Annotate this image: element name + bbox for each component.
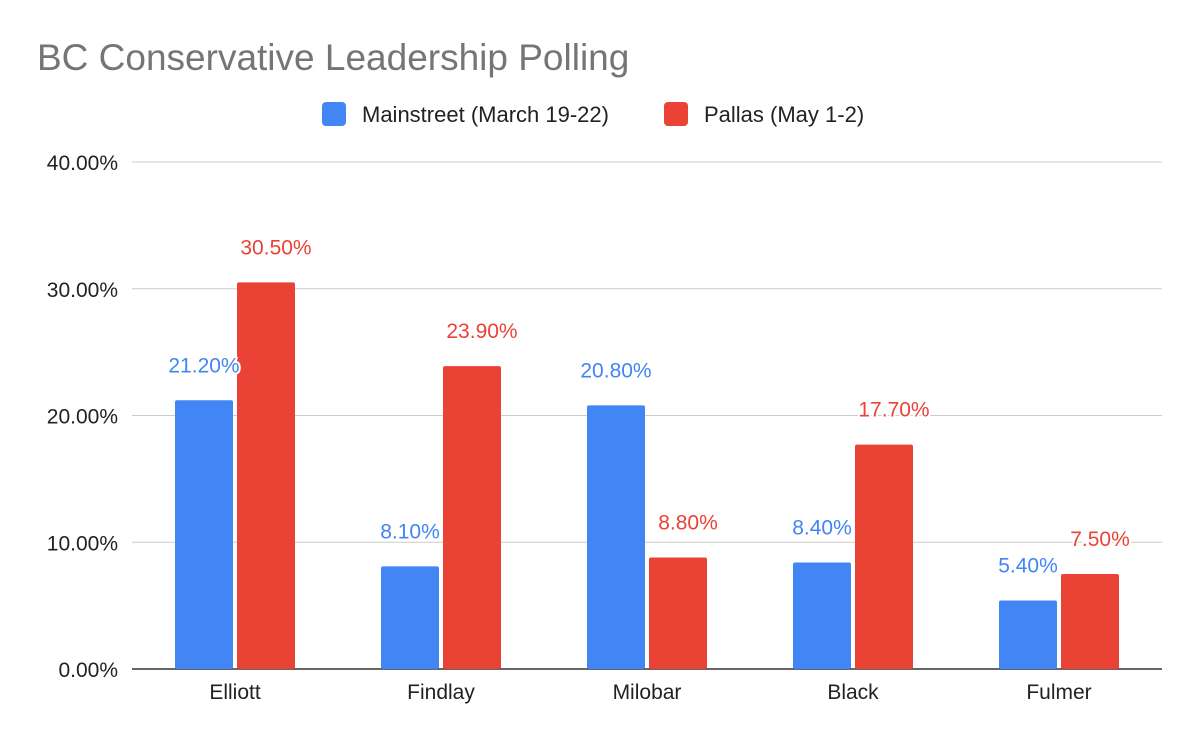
bar-mainstreet-black [793,562,851,669]
legend: Mainstreet (March 19-22) Pallas (May 1-2) [322,102,864,127]
data-label: 23.90% [446,320,517,343]
x-category-label: Elliott [209,681,261,704]
chart-title: BC Conservative Leadership Polling [37,37,629,78]
bars [175,282,1119,669]
bar-pallas-elliott [237,282,295,669]
y-tick-label: 30.00% [47,279,118,302]
x-category-label: Findlay [407,681,475,704]
y-tick-label: 20.00% [47,406,118,429]
x-category-label: Milobar [613,681,682,704]
bar-pallas-fulmer [1061,573,1119,669]
bar-mainstreet-fulmer [999,600,1057,669]
data-label: 8.40% [792,517,852,540]
legend-label: Mainstreet (March 19-22) [362,102,609,127]
data-label: 21.20% [168,354,239,377]
data-label: 17.70% [858,399,929,422]
bar-mainstreet-milobar [587,405,645,669]
x-axis-categories: Elliott Findlay Milobar Black Fulmer [209,681,1091,704]
x-category-label: Black [827,681,879,704]
legend-swatch [322,102,346,126]
data-label: 8.80% [658,511,718,534]
legend-label: Pallas (May 1-2) [704,102,864,127]
legend-swatch [664,102,688,126]
y-tick-label: 40.00% [47,152,118,175]
data-label: 30.50% [240,236,311,259]
bar-mainstreet-elliott [175,400,233,669]
gridlines [132,161,1162,670]
data-labels: 21.20% 30.50% 8.10% 23.90% 20.80% 8.80% 8.40% 1… [166,234,1131,579]
data-label: 20.80% [580,359,651,382]
x-category-label: Fulmer [1026,681,1091,704]
bar-mainstreet-findlay [381,566,439,669]
y-axis-ticks: 0.00% 10.00% 20.00% 30.00% 40.00% [47,152,118,682]
bar-pallas-milobar [649,557,707,669]
data-label: 5.40% [998,555,1058,578]
y-tick-label: 10.00% [47,532,118,555]
bar-pallas-findlay [443,366,501,669]
data-label: 7.50% [1070,528,1130,551]
bar-pallas-black [855,444,913,669]
data-label: 8.10% [380,520,440,543]
y-tick-label: 0.00% [58,659,118,682]
